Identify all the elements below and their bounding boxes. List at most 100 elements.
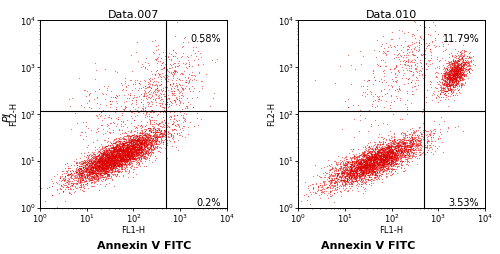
Point	[379, 148, 387, 152]
Point	[116, 146, 124, 150]
Point	[120, 162, 128, 166]
Point	[79, 166, 87, 170]
Point	[454, 59, 462, 63]
Point	[104, 162, 112, 166]
Point	[84, 166, 92, 170]
Point	[385, 144, 393, 148]
Point	[376, 163, 384, 167]
Point	[382, 152, 390, 156]
Point	[339, 176, 347, 180]
Point	[157, 67, 165, 71]
Point	[95, 160, 103, 164]
Point	[452, 71, 460, 75]
Point	[130, 144, 138, 148]
Point	[332, 161, 340, 165]
Point	[102, 144, 110, 148]
Point	[372, 165, 380, 169]
Point	[374, 152, 382, 156]
Point	[446, 83, 454, 87]
Point	[86, 170, 94, 174]
Point	[129, 155, 137, 159]
Point	[150, 144, 158, 148]
Point	[343, 163, 351, 167]
Point	[149, 90, 157, 94]
Point	[456, 83, 464, 87]
Point	[390, 152, 398, 156]
Point	[374, 63, 382, 67]
Point	[323, 177, 331, 181]
Point	[386, 151, 394, 155]
Point	[156, 131, 164, 135]
Point	[118, 157, 126, 161]
Point	[357, 162, 365, 166]
Point	[352, 168, 360, 172]
Point	[127, 147, 135, 151]
Point	[145, 101, 153, 105]
Point	[346, 171, 354, 175]
Point	[387, 45, 395, 49]
Point	[169, 76, 177, 80]
Point	[111, 156, 119, 160]
Point	[416, 147, 424, 151]
Point	[146, 130, 154, 134]
Point	[150, 130, 158, 134]
Point	[392, 144, 400, 148]
Point	[108, 171, 116, 176]
Point	[130, 157, 138, 161]
Point	[144, 137, 152, 141]
Point	[347, 166, 355, 170]
Point	[406, 139, 414, 143]
Point	[92, 173, 100, 178]
Point	[418, 53, 426, 57]
Point	[158, 97, 166, 101]
Point	[80, 174, 88, 178]
Point	[92, 173, 100, 177]
Point	[386, 150, 394, 154]
Point	[175, 91, 183, 96]
Point	[380, 164, 388, 168]
Point	[432, 95, 440, 99]
Point	[371, 160, 379, 164]
Point	[114, 163, 122, 167]
Point	[456, 62, 464, 67]
Point	[378, 163, 386, 167]
Point	[100, 170, 108, 174]
Point	[434, 82, 442, 86]
Point	[134, 149, 142, 153]
Point	[123, 146, 131, 150]
Point	[84, 171, 92, 175]
Point	[446, 94, 454, 98]
Point	[372, 173, 380, 177]
Point	[120, 141, 128, 146]
Point	[450, 69, 458, 73]
Point	[117, 151, 125, 155]
Point	[112, 160, 120, 164]
Point	[109, 151, 117, 155]
Point	[126, 150, 134, 154]
Point	[133, 156, 141, 160]
Point	[104, 169, 112, 173]
Point	[442, 83, 450, 87]
Point	[376, 158, 384, 162]
Point	[169, 62, 177, 66]
Point	[101, 152, 109, 156]
Point	[110, 160, 118, 164]
Point	[450, 76, 458, 80]
Point	[154, 112, 162, 116]
Point	[382, 160, 390, 164]
Point	[141, 67, 149, 71]
Point	[454, 69, 462, 73]
Point	[348, 163, 356, 167]
Point	[95, 160, 103, 164]
Point	[348, 82, 356, 86]
Point	[114, 163, 122, 167]
Point	[108, 159, 116, 163]
Point	[376, 142, 384, 146]
Point	[100, 158, 108, 162]
Point	[119, 137, 127, 141]
Point	[86, 169, 94, 173]
Point	[380, 150, 388, 154]
Point	[134, 155, 142, 160]
Point	[366, 167, 374, 171]
Point	[154, 122, 162, 126]
